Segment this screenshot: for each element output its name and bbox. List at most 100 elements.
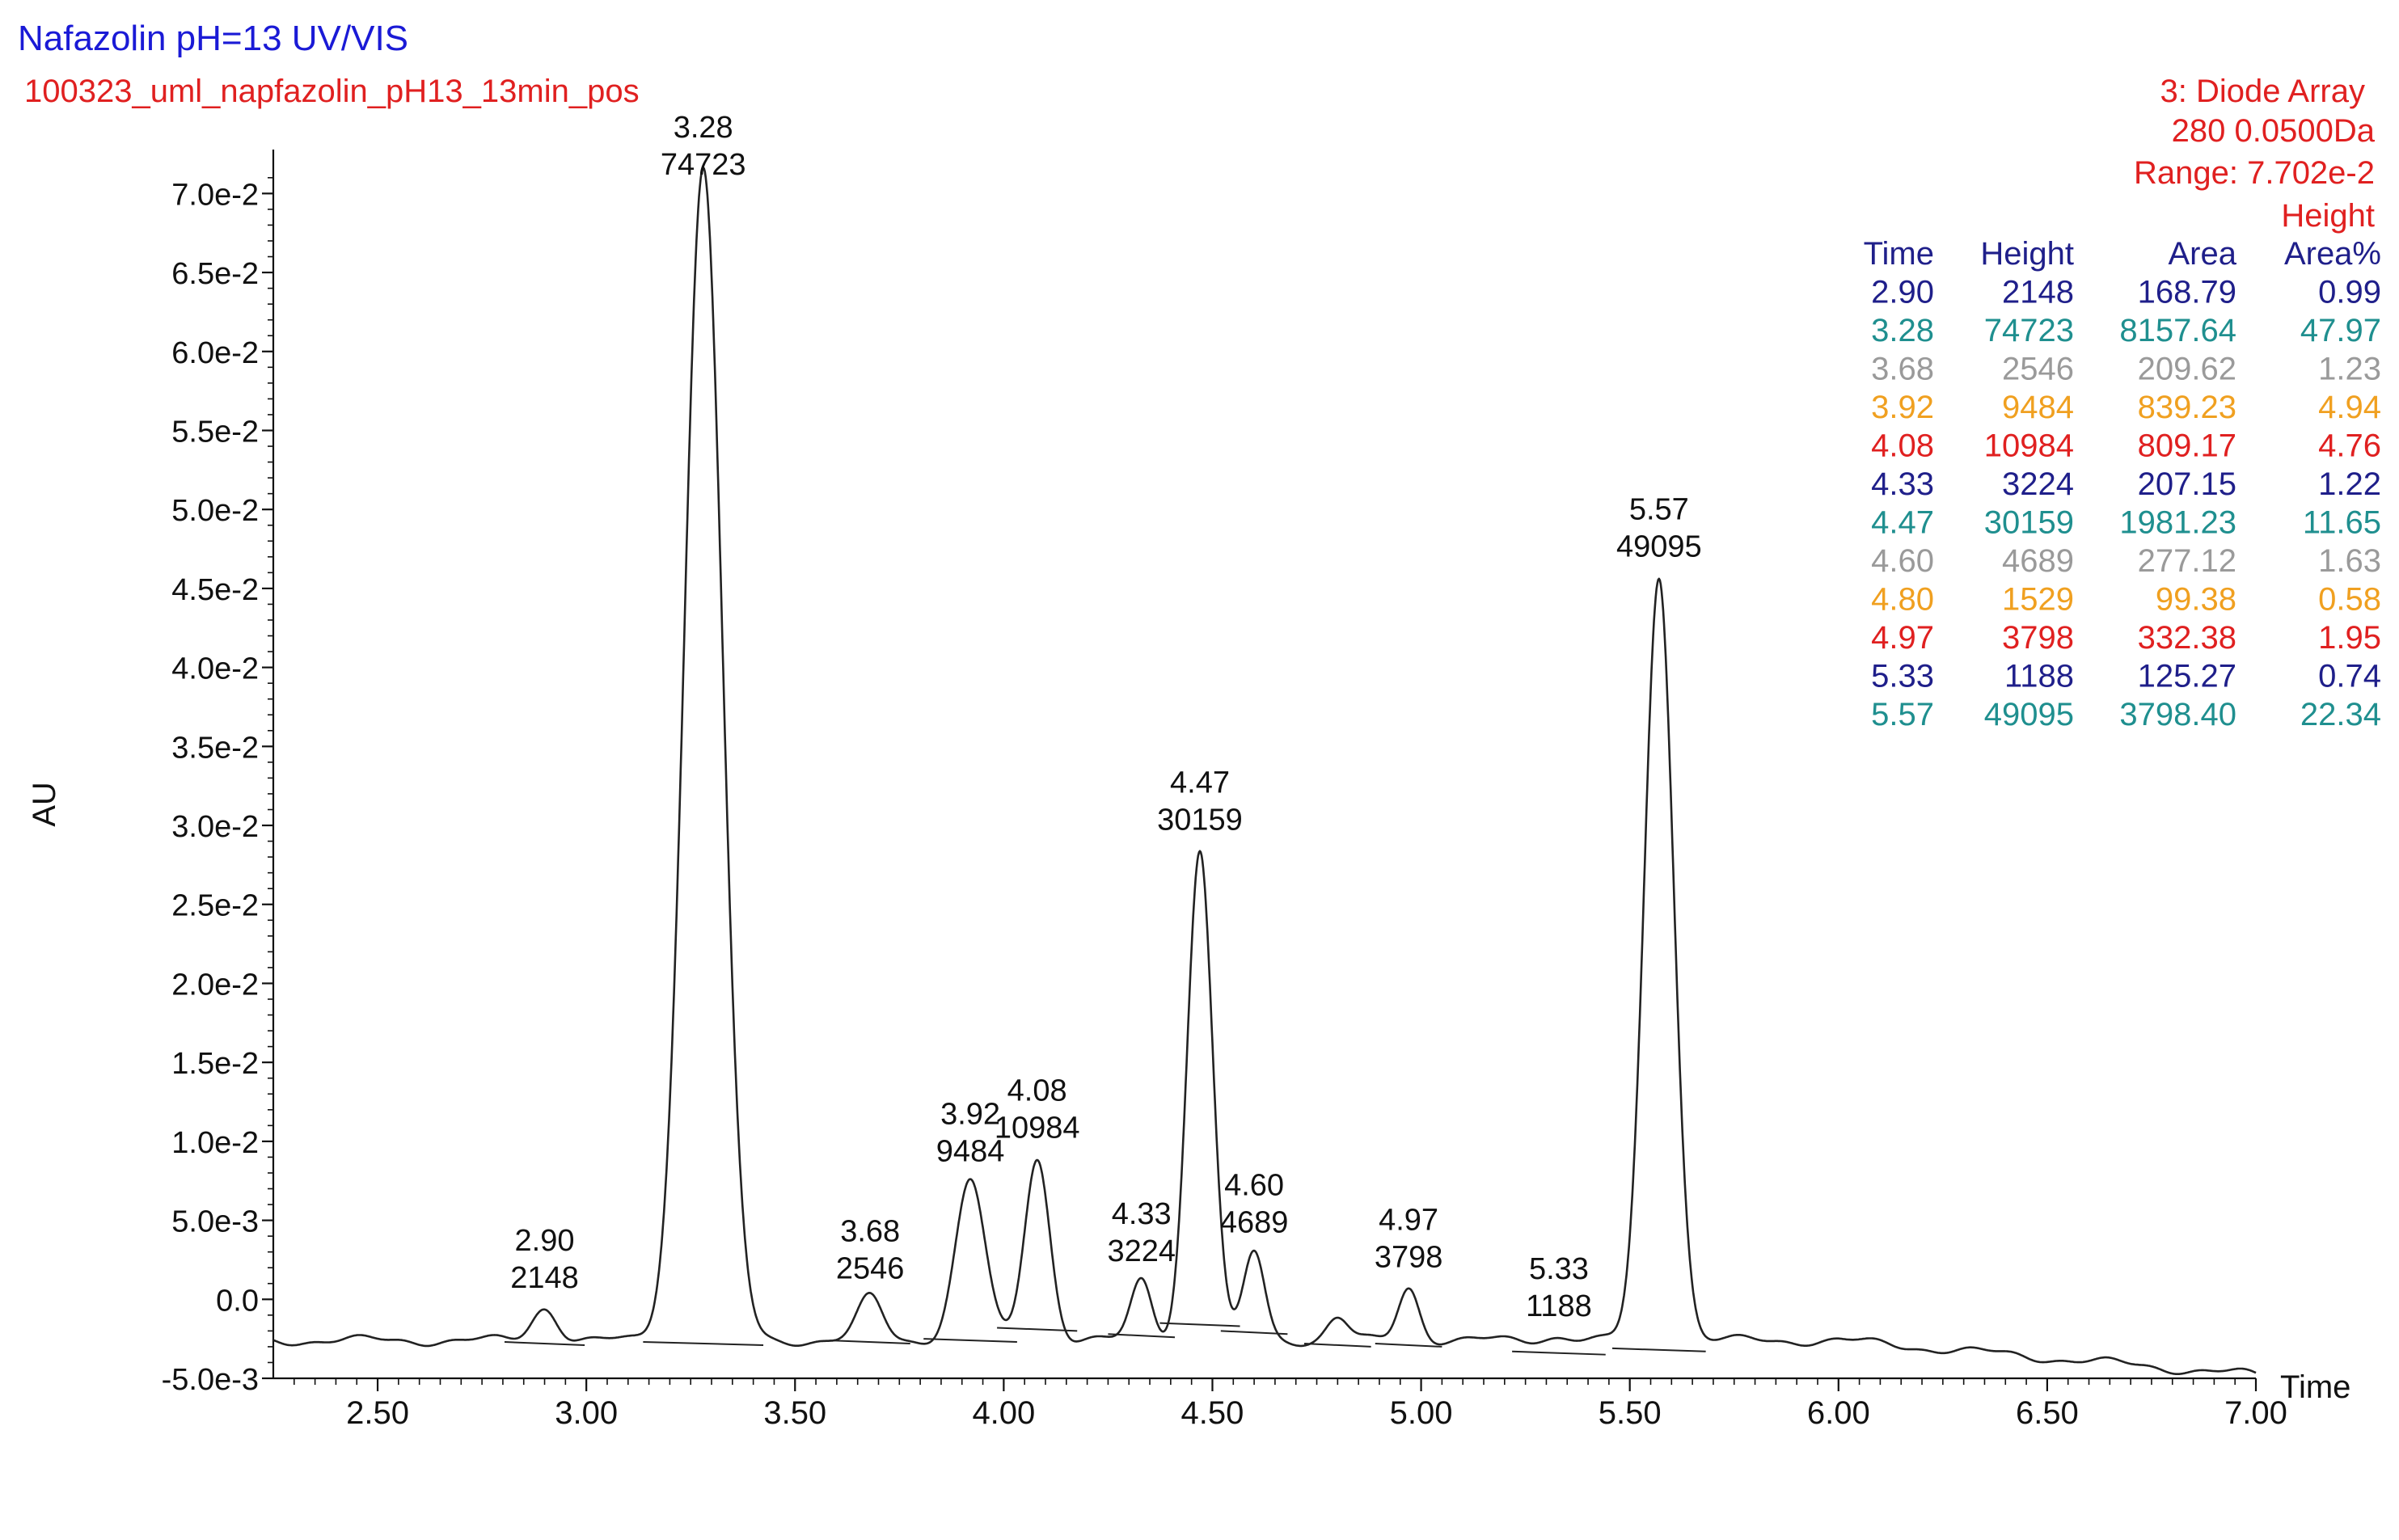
y-tick-label: 6.5e-2: [171, 257, 259, 291]
peak-table-cell: 4689: [2002, 543, 2074, 579]
peak-label-time: 3.28: [674, 111, 733, 145]
peak-table-cell: 2546: [2002, 352, 2074, 387]
chromatogram-trace: [272, 167, 2257, 1375]
peak-label-height: 30159: [1157, 803, 1243, 837]
peak-label-time: 2.90: [515, 1224, 575, 1258]
detector-info: 3: Diode Array 280 0.0500Da Range: 7.702…: [2134, 74, 2376, 234]
peak-table-cell: 11.65: [2303, 505, 2381, 541]
peak-baseline: [504, 1341, 585, 1346]
x-tick-label: 5.00: [1390, 1395, 1453, 1431]
peak-label-height: 2148: [510, 1261, 579, 1295]
peak-table-cell: 3798.40: [2119, 697, 2236, 732]
peak-table-header: Height: [1980, 236, 2074, 272]
peak-table-cell: 209.62: [2138, 352, 2236, 387]
peak-table-cell: 4.76: [2318, 428, 2381, 464]
peak-table-cell: 9484: [2002, 390, 2074, 425]
peak-baseline: [643, 1341, 764, 1346]
peak-table-cell: 839.23: [2138, 390, 2236, 425]
peak-label-time: 5.57: [1629, 492, 1689, 526]
peak-table-cell: 0.99: [2318, 275, 2381, 310]
peak-table-cell: 3224: [2002, 466, 2074, 502]
peak-table-header: Time: [1864, 236, 1934, 272]
x-tick-label: 4.50: [1181, 1395, 1244, 1431]
peak-table-cell: 207.15: [2138, 466, 2236, 502]
x-tick-label: 3.50: [763, 1395, 826, 1431]
peak-table-cell: 74723: [1984, 313, 2074, 348]
peak-table-cell: 49095: [1984, 697, 2074, 732]
peak-label-time: 4.08: [1007, 1074, 1067, 1108]
y-tick-label: 1.0e-2: [171, 1126, 259, 1160]
peak-table-cell: 1.63: [2318, 543, 2381, 579]
y-tick-label: 5.5e-2: [171, 415, 259, 449]
peak-table-cell: 47.97: [2300, 313, 2381, 348]
peak-table-cell: 30159: [1984, 505, 2074, 541]
peak-label-height: 4689: [1220, 1206, 1289, 1240]
peak-table-cell: 4.60: [1871, 543, 1934, 579]
peak-table-cell: 1.95: [2318, 620, 2381, 656]
peak-label-height: 2546: [836, 1251, 905, 1285]
x-tick-label: 4.00: [972, 1395, 1035, 1431]
peak-label-time: 4.47: [1170, 766, 1230, 800]
peak-table-cell: 4.47: [1871, 505, 1934, 541]
peak-table-cell: 0.74: [2318, 659, 2381, 694]
x-axis-title: Time: [2280, 1369, 2350, 1405]
peak-table-cell: 22.34: [2300, 697, 2381, 732]
peak-table-cell: 99.38: [2156, 582, 2236, 618]
peak-table-cell: 277.12: [2138, 543, 2236, 579]
peak-table-cell: 1.22: [2318, 466, 2381, 502]
peak-label-time: 4.33: [1112, 1197, 1172, 1231]
x-tick-label: 3.00: [555, 1395, 618, 1431]
peak-label-time: 3.68: [840, 1214, 900, 1248]
peak-label-time: 3.92: [940, 1098, 1000, 1132]
plot-area: [272, 167, 2257, 1375]
peak-table-cell: 5.57: [1871, 697, 1934, 732]
peak-label-height: 10984: [995, 1111, 1080, 1145]
peak-baseline: [1512, 1350, 1606, 1356]
x-tick-label: 2.50: [346, 1395, 409, 1431]
peak-label-time: 5.33: [1529, 1252, 1589, 1286]
peak-table-cell: 2148: [2002, 275, 2074, 310]
y-tick-label: 4.0e-2: [171, 652, 259, 686]
peak-baseline: [923, 1338, 1017, 1344]
peak-table-cell: 125.27: [2138, 659, 2236, 694]
y-tick-label: 5.0e-2: [171, 494, 259, 528]
peak-baseline: [1303, 1343, 1371, 1348]
peak-table-cell: 1981.23: [2119, 505, 2236, 541]
peak-baseline: [1108, 1333, 1176, 1339]
y-tick-label: 1.5e-2: [171, 1047, 259, 1081]
peak-label-height: 1188: [1526, 1289, 1592, 1323]
peak-table-header: Area: [2169, 236, 2237, 272]
peak-baseline: [1375, 1343, 1442, 1348]
x-tick-label: 6.00: [1807, 1395, 1870, 1431]
detector-info-line4: Height: [2281, 198, 2375, 234]
peak-table-cell: 3.92: [1871, 390, 1934, 425]
peak-baseline: [830, 1340, 910, 1345]
peak-label-height: 3798: [1375, 1241, 1443, 1275]
chart-subtitle: 100323_uml_napfazolin_pH13_13min_pos: [24, 74, 640, 109]
x-tick-label: 6.50: [2016, 1395, 2079, 1431]
peak-table-cell: 10984: [1984, 428, 2074, 464]
y-tick-label: 0.0: [216, 1284, 259, 1318]
x-tick-label: 5.50: [1599, 1395, 1662, 1431]
y-tick-label: 2.0e-2: [171, 968, 259, 1002]
peak-table-cell: 4.94: [2318, 390, 2381, 425]
peak-table-cell: 4.97: [1871, 620, 1934, 656]
peak-table-cell: 168.79: [2138, 275, 2236, 310]
y-tick-label: 2.5e-2: [171, 889, 259, 923]
peak-baseline: [1159, 1322, 1240, 1327]
peak-table-cell: 4.08: [1871, 428, 1934, 464]
peak-table-cell: 1188: [2004, 659, 2074, 694]
peak-table-cell: 3798: [2002, 620, 2074, 656]
peak-label-time: 4.97: [1379, 1204, 1438, 1238]
y-tick-label: 3.0e-2: [171, 810, 259, 844]
peak-table-cell: 1529: [2002, 582, 2074, 618]
peak-table-cell: 0.58: [2318, 582, 2381, 618]
y-tick-label: 4.5e-2: [171, 573, 259, 607]
peak-table-cell: 8157.64: [2119, 313, 2236, 348]
peak-label-height: 74723: [661, 148, 746, 182]
peak-label-height: 49095: [1616, 530, 1702, 563]
detector-info-line2: 280 0.0500Da: [2172, 113, 2376, 149]
peak-table-cell: 5.33: [1871, 659, 1934, 694]
